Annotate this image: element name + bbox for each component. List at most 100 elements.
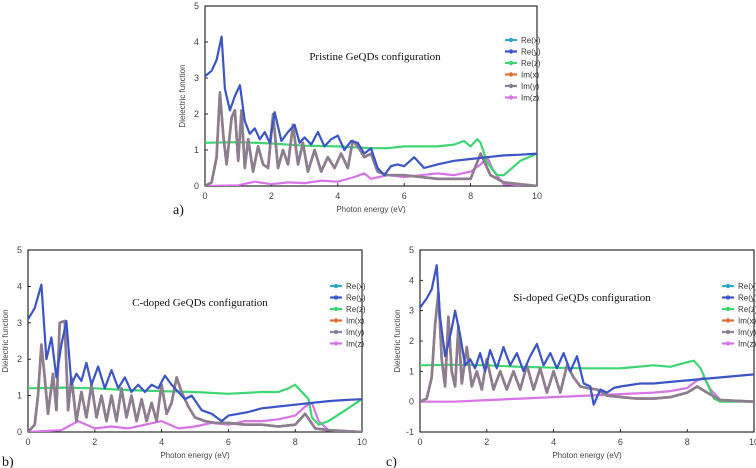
chart-panel-3: -10123450246810Photon energy (eV)Dielect… [386, 245, 756, 468]
series-lines [420, 264, 754, 406]
legend-marker [333, 329, 339, 335]
legend-label: Re(x) [521, 36, 541, 45]
x-tick-label: 8 [685, 437, 690, 447]
x-tick-label: 2 [484, 437, 489, 447]
legend-marker [508, 49, 514, 54]
y-axis-label: Dielectric function [1, 309, 10, 372]
panel-label: c) [386, 455, 397, 468]
legend-marker [725, 329, 731, 335]
legend-label: Re(y) [346, 294, 366, 303]
y-tick-label: 4 [409, 275, 414, 285]
y-tick-label: 0 [409, 397, 414, 407]
panel-title: Pristine GeQDs configuration [309, 51, 441, 63]
legend: Re(x) Re(y) Re(z) Im(x) Im(y) Im(z) [330, 282, 366, 349]
legend: Re(x) Re(y) Re(z) Im(x) Im(y) Im(z) [505, 36, 541, 103]
panel-label: a) [173, 203, 184, 218]
legend-label: Re(z) [521, 59, 541, 68]
legend-marker [508, 95, 514, 100]
series-line-imy [28, 319, 362, 432]
legend-label: Re(y) [521, 48, 541, 57]
chart-panel-2: 0 1 2 3 4 5 0 2 4 6 8 10 Photon energy (eV) Dielectri… [1, 245, 367, 468]
x-tick-label: 0 [202, 191, 207, 201]
y-axis-label: Dielectric function [178, 64, 187, 127]
legend-marker [333, 318, 339, 323]
x-axis-label: Photon energy (eV) [160, 451, 230, 460]
x-tick-label: 2 [269, 191, 274, 201]
series-line-rey [420, 264, 754, 406]
legend-label: Im(z) [521, 94, 540, 103]
x-tick-label: 6 [402, 191, 407, 201]
legend-label: Im(y) [738, 328, 756, 337]
legend-label: Re(y) [738, 294, 756, 303]
y-tick-label: 0 [17, 427, 22, 437]
x-axis-label: Photon energy (eV) [552, 451, 622, 460]
y-tick-label: 2 [17, 354, 22, 364]
legend-label: Re(x) [738, 282, 756, 291]
legend-label: Im(x) [738, 317, 756, 326]
series-line-imx [205, 91, 537, 186]
chart-panel-1: 0 1 2 3 4 5 0 2 4 6 8 10 Photon energy (eV) Dielectri… [173, 1, 542, 218]
y-tick-label: 0 [194, 181, 199, 191]
legend-label: Im(x) [346, 317, 365, 326]
plot-frame [204, 5, 538, 187]
y-tick-label: 5 [409, 245, 414, 255]
x-tick-label: 0 [417, 437, 422, 447]
series-line-rez [420, 359, 754, 403]
y-tick-label: 2 [409, 336, 414, 346]
legend-marker [725, 283, 731, 289]
series-line-rez [205, 138, 537, 177]
panel-title: Si-doped GeQDs configuration [513, 292, 651, 304]
x-tick-label: 4 [335, 191, 340, 201]
x-tick-label: 4 [551, 437, 556, 447]
y-tick-label: 1 [409, 366, 414, 376]
legend-marker [333, 341, 339, 346]
legend-label: Im(z) [738, 340, 756, 349]
plot-frame [419, 249, 755, 433]
y-tick-label: 1 [194, 145, 199, 155]
legend-marker [725, 341, 731, 346]
x-tick-label: 4 [159, 437, 164, 447]
series-lines [28, 283, 362, 432]
y-tick-label: 1 [17, 391, 22, 401]
legend-label: Im(x) [521, 71, 540, 80]
x-tick-label: 0 [25, 437, 30, 447]
legend-label: Re(z) [346, 305, 366, 314]
x-tick-label: 10 [357, 437, 367, 447]
legend-marker [508, 83, 514, 89]
series-line-rey [205, 35, 537, 177]
x-tick-label: 2 [92, 437, 97, 447]
y-tick-label: 2 [194, 109, 199, 119]
series-line-imy [205, 91, 537, 186]
y-tick-label: 3 [17, 318, 22, 328]
series-line-rey [28, 283, 362, 423]
legend-marker [333, 306, 339, 312]
y-tick-label: 5 [17, 245, 22, 255]
legend-label: Im(y) [346, 328, 365, 337]
panel-title: C-doped GeQDs configuration [132, 297, 268, 309]
y-tick-label: 5 [194, 1, 199, 11]
y-tick-label: 3 [409, 306, 414, 316]
panel-label: b) [2, 455, 14, 468]
plot-frame [27, 249, 363, 433]
legend-marker [333, 295, 339, 300]
legend-marker [333, 283, 339, 289]
y-axis-label: Dielectric function [393, 309, 402, 372]
x-tick-label: 6 [618, 437, 623, 447]
legend-marker [508, 37, 514, 43]
x-tick-label: 8 [468, 191, 473, 201]
series-lines [205, 35, 537, 186]
x-axis-label: Photon energy (eV) [336, 205, 406, 214]
x-tick-label: 10 [532, 191, 542, 201]
legend-marker [508, 60, 514, 66]
y-tick-label: 4 [194, 37, 199, 47]
x-tick-label: 10 [749, 437, 756, 447]
legend-label: Re(z) [738, 305, 756, 314]
legend: Re(x) Re(y) Re(z) Im(x) Im(y) Im(z) [722, 282, 756, 349]
legend-label: Re(x) [346, 282, 366, 291]
legend-label: Im(z) [346, 340, 365, 349]
series-line-imy [420, 291, 754, 403]
x-tick-label: 8 [293, 437, 298, 447]
legend-label: Im(y) [521, 82, 540, 91]
legend-marker [725, 295, 731, 300]
